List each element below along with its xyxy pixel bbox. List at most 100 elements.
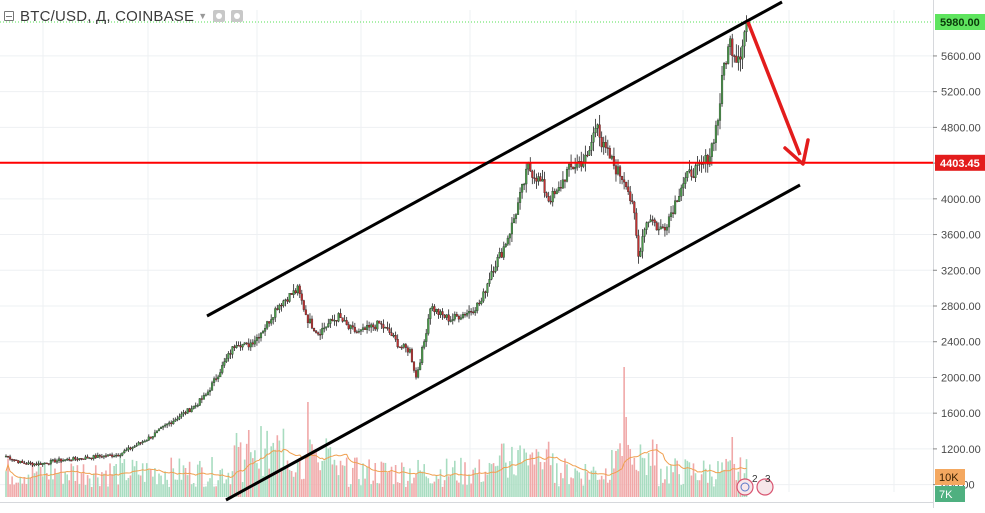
volume-bar [203, 486, 205, 497]
price-tick-label: 4000.00 [941, 194, 981, 206]
candle-body [111, 454, 114, 457]
candle-body [678, 196, 681, 202]
last-price-label-box[interactable] [935, 14, 985, 30]
volume-bar [731, 437, 734, 497]
volume-bar [698, 480, 701, 497]
candle-body [227, 353, 230, 359]
candle-body [388, 328, 391, 333]
lower-channel-line[interactable] [225, 183, 801, 502]
event-flag-count[interactable]: 2 [752, 474, 758, 485]
candle-body [363, 327, 367, 330]
volume-bar [637, 471, 640, 497]
volume-bar [313, 449, 315, 497]
candle-body [255, 337, 258, 341]
candle-body [612, 156, 615, 166]
candle-body [535, 177, 538, 182]
candle-body [637, 235, 640, 257]
volume-bar [719, 472, 721, 497]
candle-body [66, 458, 69, 461]
volume-bar [46, 473, 48, 497]
volume-bar [558, 486, 560, 497]
symbol-title[interactable]: BTC/USD, Д, COINBASE [20, 7, 195, 25]
candle-body [723, 63, 726, 76]
upper-channel-line[interactable] [206, 0, 783, 318]
candle-body [274, 308, 277, 318]
volume-bar [237, 446, 240, 497]
volume-bar [145, 463, 148, 497]
candle-body [727, 46, 730, 64]
volume-bar [494, 466, 497, 497]
candle-body [17, 460, 20, 463]
candle-body [476, 302, 479, 311]
volume-bar [7, 458, 9, 497]
candle-body [239, 345, 242, 348]
volume-bar [572, 478, 574, 497]
volume-bar [713, 486, 715, 497]
candle-body [529, 163, 532, 172]
symbol-legend[interactable]: BTC/USD, Д, COINBASE ▼ [4, 6, 244, 26]
horizontal-line-price-label-box[interactable] [935, 154, 985, 171]
candle-body [586, 154, 589, 157]
volume-bar [376, 482, 379, 497]
candle-body [317, 332, 320, 335]
candle-body [168, 422, 171, 425]
volume-bar [23, 477, 26, 497]
candle-body [672, 212, 675, 214]
volume-bar [454, 460, 456, 497]
volume-bar [76, 465, 79, 497]
volume-bar [641, 457, 644, 497]
event-flag-icon[interactable] [736, 478, 754, 496]
volume-bar [535, 449, 538, 497]
down-arrow-shaft[interactable] [746, 21, 802, 156]
eye-icon[interactable] [213, 10, 226, 22]
candle-body [204, 394, 207, 396]
volume-bar [709, 464, 711, 497]
volume-bar [329, 447, 332, 497]
volume-bar [468, 474, 470, 497]
event-flag-count[interactable]: 3 [765, 474, 771, 485]
volume-bar [492, 463, 495, 497]
candle-body [743, 31, 746, 47]
volume-bar [560, 472, 562, 497]
candle-body [155, 430, 159, 433]
volume-bar [184, 467, 187, 497]
gear-icon[interactable] [231, 10, 244, 22]
volume-bar [533, 464, 536, 497]
candle-body [196, 405, 199, 407]
volume-bar [639, 444, 642, 497]
down-arrow-head[interactable] [783, 138, 810, 166]
candle-body [555, 190, 558, 195]
horizontal-line-price-label[interactable]: 4403.45 [940, 158, 980, 170]
drawings[interactable] [0, 0, 933, 502]
volume-bar [480, 481, 483, 497]
volume-bar [704, 468, 707, 497]
candle-body [614, 165, 618, 175]
volume-bar [419, 470, 421, 497]
volume-bar [509, 461, 511, 497]
volume-bar [527, 465, 530, 497]
last-price-label[interactable]: 5980.00 [940, 17, 980, 29]
candle-body [519, 192, 522, 203]
candle-body [669, 212, 673, 217]
candle-body [596, 124, 599, 129]
volume-bar [417, 459, 419, 497]
candle-body [215, 378, 218, 380]
collapse-icon[interactable] [4, 11, 14, 21]
candle-body [608, 148, 611, 159]
candle-body [739, 56, 742, 60]
volume-bar [484, 471, 487, 497]
candle-body [498, 252, 501, 258]
candle-body [278, 304, 281, 310]
volume-bar [194, 486, 197, 497]
event-flag-icon[interactable] [756, 478, 774, 496]
volume-bar [227, 472, 230, 497]
volume-bar [694, 473, 697, 497]
volume-bar [58, 473, 60, 497]
candle-body [584, 154, 587, 163]
candle-body [202, 395, 205, 400]
volume-bar [115, 464, 117, 497]
chevron-down-icon[interactable]: ▼ [198, 11, 208, 21]
